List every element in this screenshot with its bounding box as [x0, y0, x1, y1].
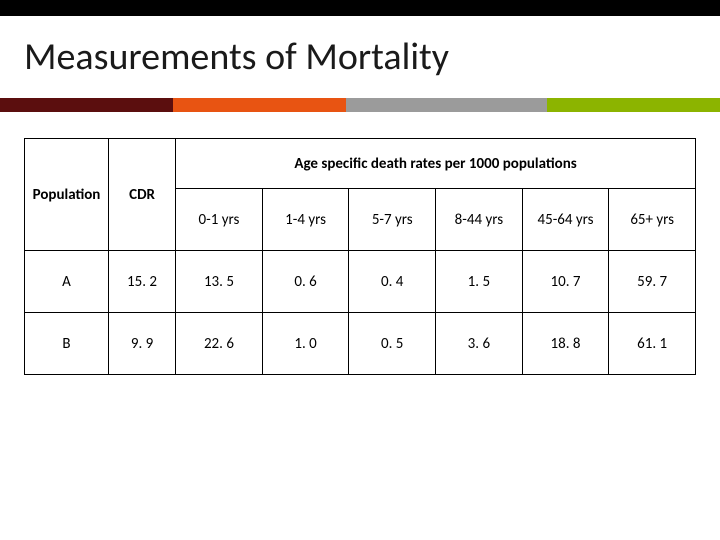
- col-header-cdr: CDR: [108, 139, 175, 251]
- cell-value: 18. 8: [522, 313, 609, 375]
- cell-value: 61. 1: [609, 313, 696, 375]
- cell-cdr: 15. 2: [108, 251, 175, 313]
- cell-cdr: 9. 9: [108, 313, 175, 375]
- col-header-age-0-1: 0-1 yrs: [176, 189, 263, 251]
- col-header-age-45-64: 45-64 yrs: [522, 189, 609, 251]
- col-header-age-65plus: 65+ yrs: [609, 189, 696, 251]
- col-header-age-5-7: 5-7 yrs: [349, 189, 436, 251]
- cell-value: 0. 5: [349, 313, 436, 375]
- mortality-table: Population CDR Age specific death rates …: [24, 138, 696, 375]
- content-area: Population CDR Age specific death rates …: [0, 112, 720, 375]
- cell-value: 13. 5: [176, 251, 263, 313]
- cell-value: 59. 7: [609, 251, 696, 313]
- cell-value: 3. 6: [436, 313, 523, 375]
- stripe-segment-darkred: [0, 98, 173, 112]
- cell-value: 0. 6: [262, 251, 349, 313]
- cell-value: 1. 5: [436, 251, 523, 313]
- stripe-segment-orange: [173, 98, 346, 112]
- col-header-population: Population: [25, 139, 109, 251]
- cell-population: A: [25, 251, 109, 313]
- cell-value: 0. 4: [349, 251, 436, 313]
- cell-value: 1. 0: [262, 313, 349, 375]
- stripe-segment-green: [547, 98, 720, 112]
- top-bar: [0, 0, 720, 16]
- table-row: A 15. 2 13. 5 0. 6 0. 4 1. 5 10. 7 59. 7: [25, 251, 696, 313]
- col-header-age-group: Age specific death rates per 1000 popula…: [176, 139, 696, 189]
- table-header-row-1: Population CDR Age specific death rates …: [25, 139, 696, 189]
- cell-value: 22. 6: [176, 313, 263, 375]
- cell-population: B: [25, 313, 109, 375]
- page-title: Measurements of Mortality: [24, 34, 696, 80]
- col-header-age-8-44: 8-44 yrs: [436, 189, 523, 251]
- accent-stripe: [0, 98, 720, 112]
- stripe-segment-gray: [346, 98, 548, 112]
- cell-value: 10. 7: [522, 251, 609, 313]
- col-header-age-1-4: 1-4 yrs: [262, 189, 349, 251]
- header: Measurements of Mortality: [0, 16, 720, 98]
- table-row: B 9. 9 22. 6 1. 0 0. 5 3. 6 18. 8 61. 1: [25, 313, 696, 375]
